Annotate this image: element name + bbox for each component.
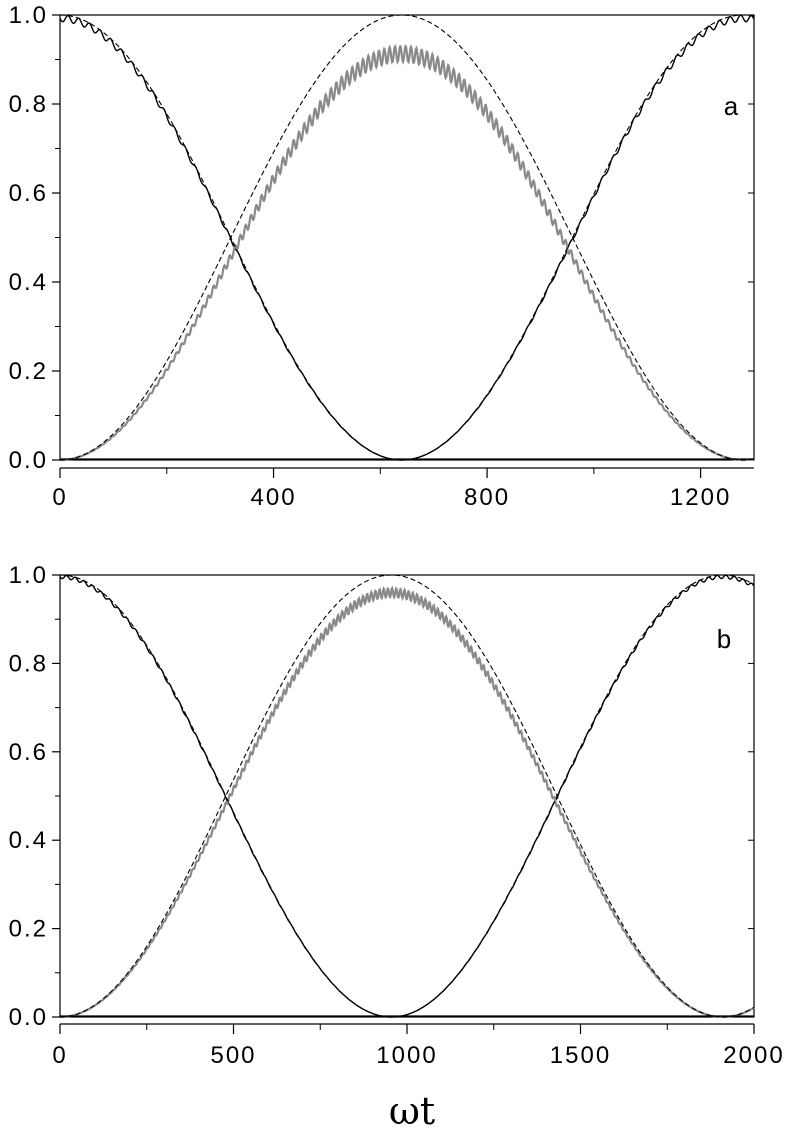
y-tick-label: 0.0 bbox=[9, 447, 48, 474]
series-line-dashed-3 bbox=[60, 14, 755, 461]
y-tick-label: 0.4 bbox=[9, 827, 48, 854]
x-tick-label: 2000 bbox=[723, 1042, 784, 1069]
series-line-dashed-2 bbox=[60, 574, 755, 1018]
x-tick-label: 0 bbox=[52, 484, 67, 511]
chart-panel-a: 0.0 0.2 0.4 0.6 0.8 1.0 0 400 800 1200 a bbox=[9, 2, 755, 511]
chart-panel-b: 0.0 0.2 0.4 0.6 0.8 1.0 0 500 1000 1500 2000 b bbox=[9, 562, 784, 1069]
x-tick-label: 1500 bbox=[550, 1042, 611, 1069]
panel-label: a bbox=[724, 91, 739, 121]
x-tick-label: 1000 bbox=[376, 1042, 437, 1069]
series-line-gray-1 bbox=[60, 585, 755, 1019]
y-tick-label: 1.0 bbox=[9, 2, 48, 29]
series-line-solid-0 bbox=[59, 14, 755, 461]
plot-frame bbox=[59, 574, 755, 1018]
x-axis-label: ωt bbox=[389, 1089, 435, 1133]
x-tick-label: 1200 bbox=[670, 484, 731, 511]
x-tick-label: 400 bbox=[251, 484, 297, 511]
series-line-dashed-2 bbox=[60, 14, 755, 461]
y-tick-label: 0.0 bbox=[9, 1004, 48, 1031]
y-tick-label: 0.6 bbox=[9, 739, 48, 766]
series-line-gray-1 bbox=[60, 43, 755, 462]
x-tick-label: 0 bbox=[52, 1042, 67, 1069]
plot-frame bbox=[59, 14, 755, 461]
x-tick-label: 800 bbox=[464, 484, 510, 511]
series-line-dashed-3 bbox=[60, 574, 755, 1018]
x-tick-label: 500 bbox=[210, 1042, 256, 1069]
y-tick-label: 0.2 bbox=[9, 358, 48, 385]
y-tick-label: 1.0 bbox=[9, 562, 48, 589]
series-line-solid-0 bbox=[59, 574, 755, 1018]
y-tick-label: 0.8 bbox=[9, 650, 48, 677]
panel-label: b bbox=[717, 624, 731, 654]
y-tick-label: 0.6 bbox=[9, 180, 48, 207]
y-tick-label: 0.2 bbox=[9, 916, 48, 943]
y-tick-label: 0.8 bbox=[9, 91, 48, 118]
y-tick-label: 0.4 bbox=[9, 269, 48, 296]
